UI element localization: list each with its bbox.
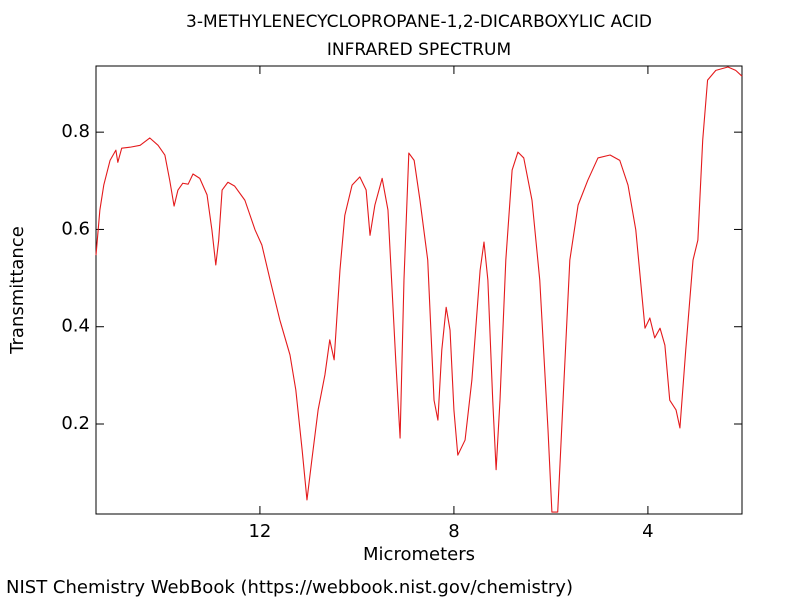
plot-frame: [95, 65, 743, 515]
y-tick-label: 0.4: [61, 316, 90, 337]
source-note: NIST Chemistry WebBook (https://webbook.…: [6, 577, 573, 598]
y-tick-label: 0.6: [61, 218, 90, 239]
spectrum-line: [95, 66, 743, 513]
chart-subtitle: INFRARED SPECTRUM: [327, 40, 511, 60]
x-tick-label: 4: [642, 521, 653, 542]
y-axis-label: Transmittance: [7, 226, 28, 355]
x-tick-label: 12: [248, 521, 271, 542]
x-axis-label: Micrometers: [363, 544, 475, 565]
y-tick-label: 0.8: [61, 121, 90, 142]
y-tick-label: 0.2: [61, 413, 90, 434]
chart-title: 3-METHYLENECYCLOPROPANE-1,2-DICARBOXYLIC…: [186, 12, 652, 32]
x-tick-label: 8: [448, 521, 459, 542]
